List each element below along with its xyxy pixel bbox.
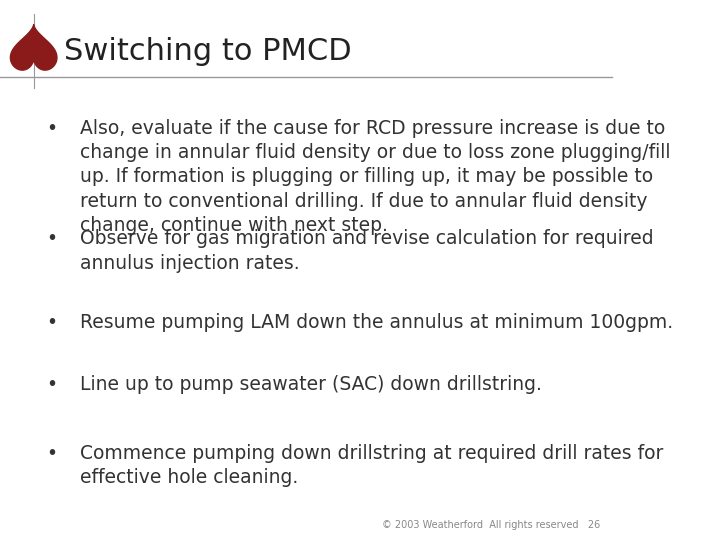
Text: •: •: [47, 444, 58, 463]
Text: •: •: [47, 375, 58, 394]
Text: Line up to pump seawater (SAC) down drillstring.: Line up to pump seawater (SAC) down dril…: [80, 375, 541, 394]
Text: •: •: [47, 313, 58, 332]
Text: Resume pumping LAM down the annulus at minimum 100gpm.: Resume pumping LAM down the annulus at m…: [80, 313, 672, 332]
Text: •: •: [47, 230, 58, 248]
Text: •: •: [47, 119, 58, 138]
Polygon shape: [10, 24, 57, 70]
Text: Also, evaluate if the cause for RCD pressure increase is due to
change in annula: Also, evaluate if the cause for RCD pres…: [80, 119, 670, 235]
Text: Observe for gas migration and revise calculation for required
annulus injection : Observe for gas migration and revise cal…: [80, 230, 653, 273]
Text: Switching to PMCD: Switching to PMCD: [64, 37, 352, 66]
Text: Commence pumping down drillstring at required drill rates for
effective hole cle: Commence pumping down drillstring at req…: [80, 444, 663, 487]
Text: © 2003 Weatherford  All rights reserved   26: © 2003 Weatherford All rights reserved 2…: [382, 520, 600, 530]
